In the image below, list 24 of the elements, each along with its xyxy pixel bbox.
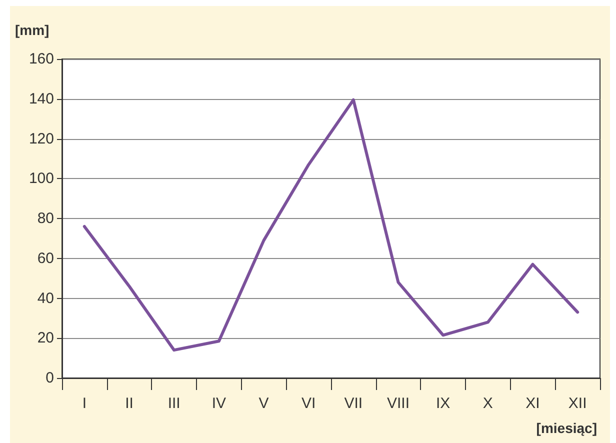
x-tick-label: VII <box>344 395 363 412</box>
x-tick-label: III <box>168 395 180 412</box>
y-tick-label: 80 <box>37 210 54 227</box>
y-tick-label: 40 <box>37 290 54 307</box>
x-tick-label: XII <box>568 395 587 412</box>
x-tick-label: II <box>125 395 134 412</box>
y-tick-label: 60 <box>37 250 54 267</box>
y-tick-label: 120 <box>28 130 54 148</box>
x-tick-label: IX <box>436 395 450 412</box>
x-axis-title: [miesiąc] <box>536 420 598 436</box>
y-tick-label: 0 <box>46 370 54 386</box>
line-series <box>82 98 580 352</box>
x-tick-label: XI <box>526 395 540 412</box>
x-tick-label: VIII <box>386 395 410 412</box>
y-tick-label: 140 <box>28 90 54 108</box>
x-tick-label: IV <box>212 395 226 412</box>
x-tick-label: X <box>482 395 493 412</box>
y-axis-title: [mm] <box>15 22 50 38</box>
x-tick-label: VI <box>301 395 316 412</box>
y-tick-label: 160 <box>28 50 54 68</box>
y-tick-label: 100 <box>28 170 54 188</box>
x-tick-label: I <box>82 395 87 412</box>
y-tick-label: 20 <box>37 330 54 347</box>
x-tick-label: V <box>258 395 269 412</box>
